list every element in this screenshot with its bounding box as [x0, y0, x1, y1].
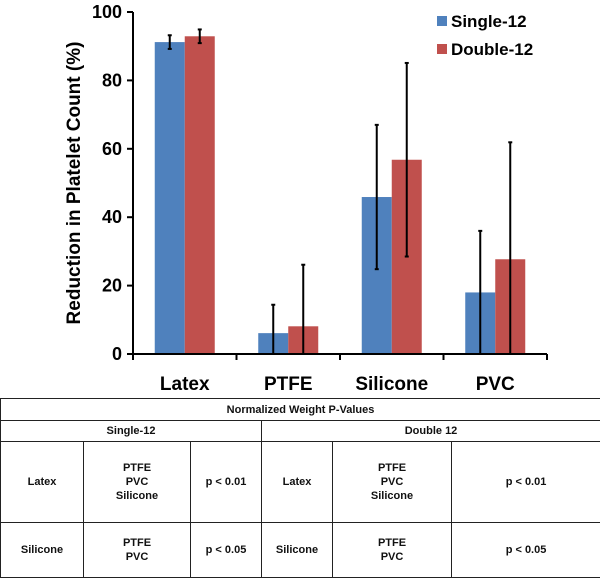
- compared-item: PTFE: [84, 536, 190, 550]
- p-value-cell: p < 0.05: [452, 523, 600, 578]
- compared-item: PVC: [84, 550, 190, 564]
- legend-swatch: [437, 16, 447, 26]
- material-cell: Latex: [262, 442, 333, 523]
- compared-item: PVC: [333, 475, 451, 489]
- compared-item: Silicone: [84, 489, 190, 503]
- compared-item: PTFE: [333, 461, 451, 475]
- compared-item: Silicone: [333, 489, 451, 503]
- material-cell: Silicone: [1, 523, 84, 578]
- bar-chart: 0 20 40 60 80 100 Latex PTFE Silicone PVC Reductio…: [0, 0, 600, 398]
- legend-label: Single-12: [451, 12, 527, 31]
- x-tick-label: Silicone: [355, 374, 428, 395]
- p-value-cell: p < 0.05: [191, 523, 262, 578]
- y-tick-label: 40: [102, 207, 122, 227]
- y-tick-label: 100: [92, 2, 122, 22]
- group-header-double: Double 12: [262, 421, 600, 442]
- x-tick-label: PTFE: [264, 374, 313, 395]
- legend-swatch: [437, 44, 447, 54]
- p-value-table: Normalized Weight P-Values Single-12 Dou…: [0, 398, 600, 578]
- bar-double-12-latex: [185, 36, 215, 354]
- compared-item: PVC: [84, 475, 190, 489]
- p-value-cell: p < 0.01: [191, 442, 262, 523]
- bar-single-12-latex: [155, 42, 185, 354]
- material-cell: Silicone: [262, 523, 333, 578]
- legend-label: Double-12: [451, 40, 533, 59]
- group-header-single: Single-12: [1, 421, 262, 442]
- compared-item: PTFE: [333, 536, 451, 550]
- y-tick-label: 60: [102, 139, 122, 159]
- y-tick-label: 20: [102, 276, 122, 296]
- compared-item: PTFE: [84, 461, 190, 475]
- compared-item: PVC: [333, 550, 451, 564]
- table-title: Normalized Weight P-Values: [1, 399, 600, 421]
- y-axis-title: Reduction in Platelet Count (%): [64, 42, 85, 325]
- material-cell: Latex: [1, 442, 84, 523]
- x-tick-label: PVC: [476, 374, 515, 395]
- p-value-cell: p < 0.01: [452, 442, 600, 523]
- y-tick-label: 0: [112, 344, 122, 364]
- x-tick-label: Latex: [160, 374, 210, 395]
- y-tick-label: 80: [102, 70, 122, 90]
